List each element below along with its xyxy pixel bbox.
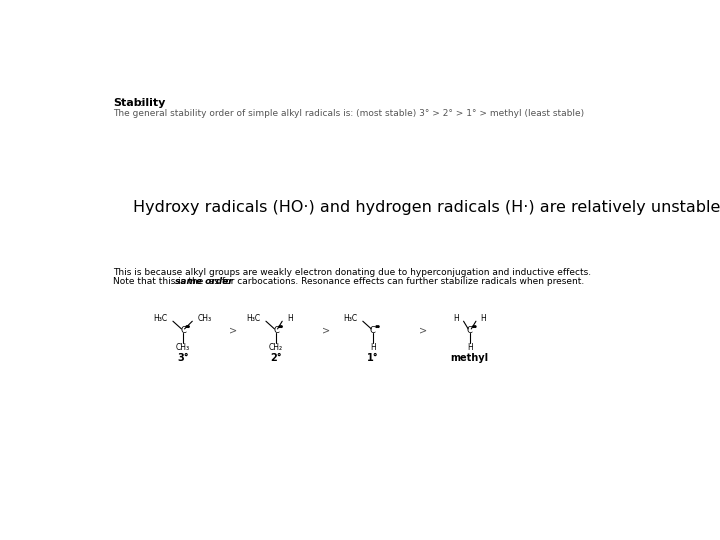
Text: H₃C: H₃C [343, 314, 357, 322]
Text: C: C [370, 326, 376, 335]
Text: 2°: 2° [270, 353, 282, 363]
Text: H: H [467, 343, 472, 352]
Text: CH₂: CH₂ [269, 343, 283, 352]
Text: CH₃: CH₃ [198, 314, 212, 322]
Text: >: > [419, 326, 427, 335]
Text: methyl: methyl [451, 353, 489, 363]
Text: as for carbocations. Resonance effects can further stabilize radicals when prese: as for carbocations. Resonance effects c… [207, 278, 585, 286]
Text: >: > [229, 326, 238, 335]
Circle shape [474, 326, 476, 327]
Text: H: H [287, 314, 292, 322]
Text: This is because alkyl groups are weakly electron donating due to hyperconjugatio: This is because alkyl groups are weakly … [113, 268, 591, 277]
Circle shape [376, 326, 377, 327]
Text: Stability: Stability [113, 98, 166, 109]
Circle shape [188, 326, 189, 327]
Text: H: H [370, 343, 376, 352]
Circle shape [186, 326, 188, 327]
Text: :: : [140, 98, 143, 109]
Text: H: H [481, 314, 486, 322]
Circle shape [281, 326, 282, 327]
Text: Note that this is the: Note that this is the [113, 278, 207, 286]
Text: The general stability order of simple alkyl radicals is: (most stable) 3° > 2° >: The general stability order of simple al… [113, 109, 585, 118]
Text: H₃C: H₃C [246, 314, 261, 322]
Text: same order: same order [175, 278, 233, 286]
Text: H: H [453, 314, 459, 322]
Text: C: C [273, 326, 279, 335]
Text: >: > [323, 326, 330, 335]
Text: CH₃: CH₃ [176, 343, 190, 352]
Text: Hydroxy radicals (HO·) and hydrogen radicals (H·) are relatively unstable.: Hydroxy radicals (HO·) and hydrogen radi… [132, 200, 720, 215]
Text: C: C [467, 326, 473, 335]
Text: H₃C: H₃C [153, 314, 168, 322]
Circle shape [473, 326, 474, 327]
Text: 1°: 1° [367, 353, 379, 363]
Circle shape [279, 326, 281, 327]
Text: C: C [180, 326, 186, 335]
Text: 3°: 3° [177, 353, 189, 363]
Circle shape [377, 326, 379, 327]
